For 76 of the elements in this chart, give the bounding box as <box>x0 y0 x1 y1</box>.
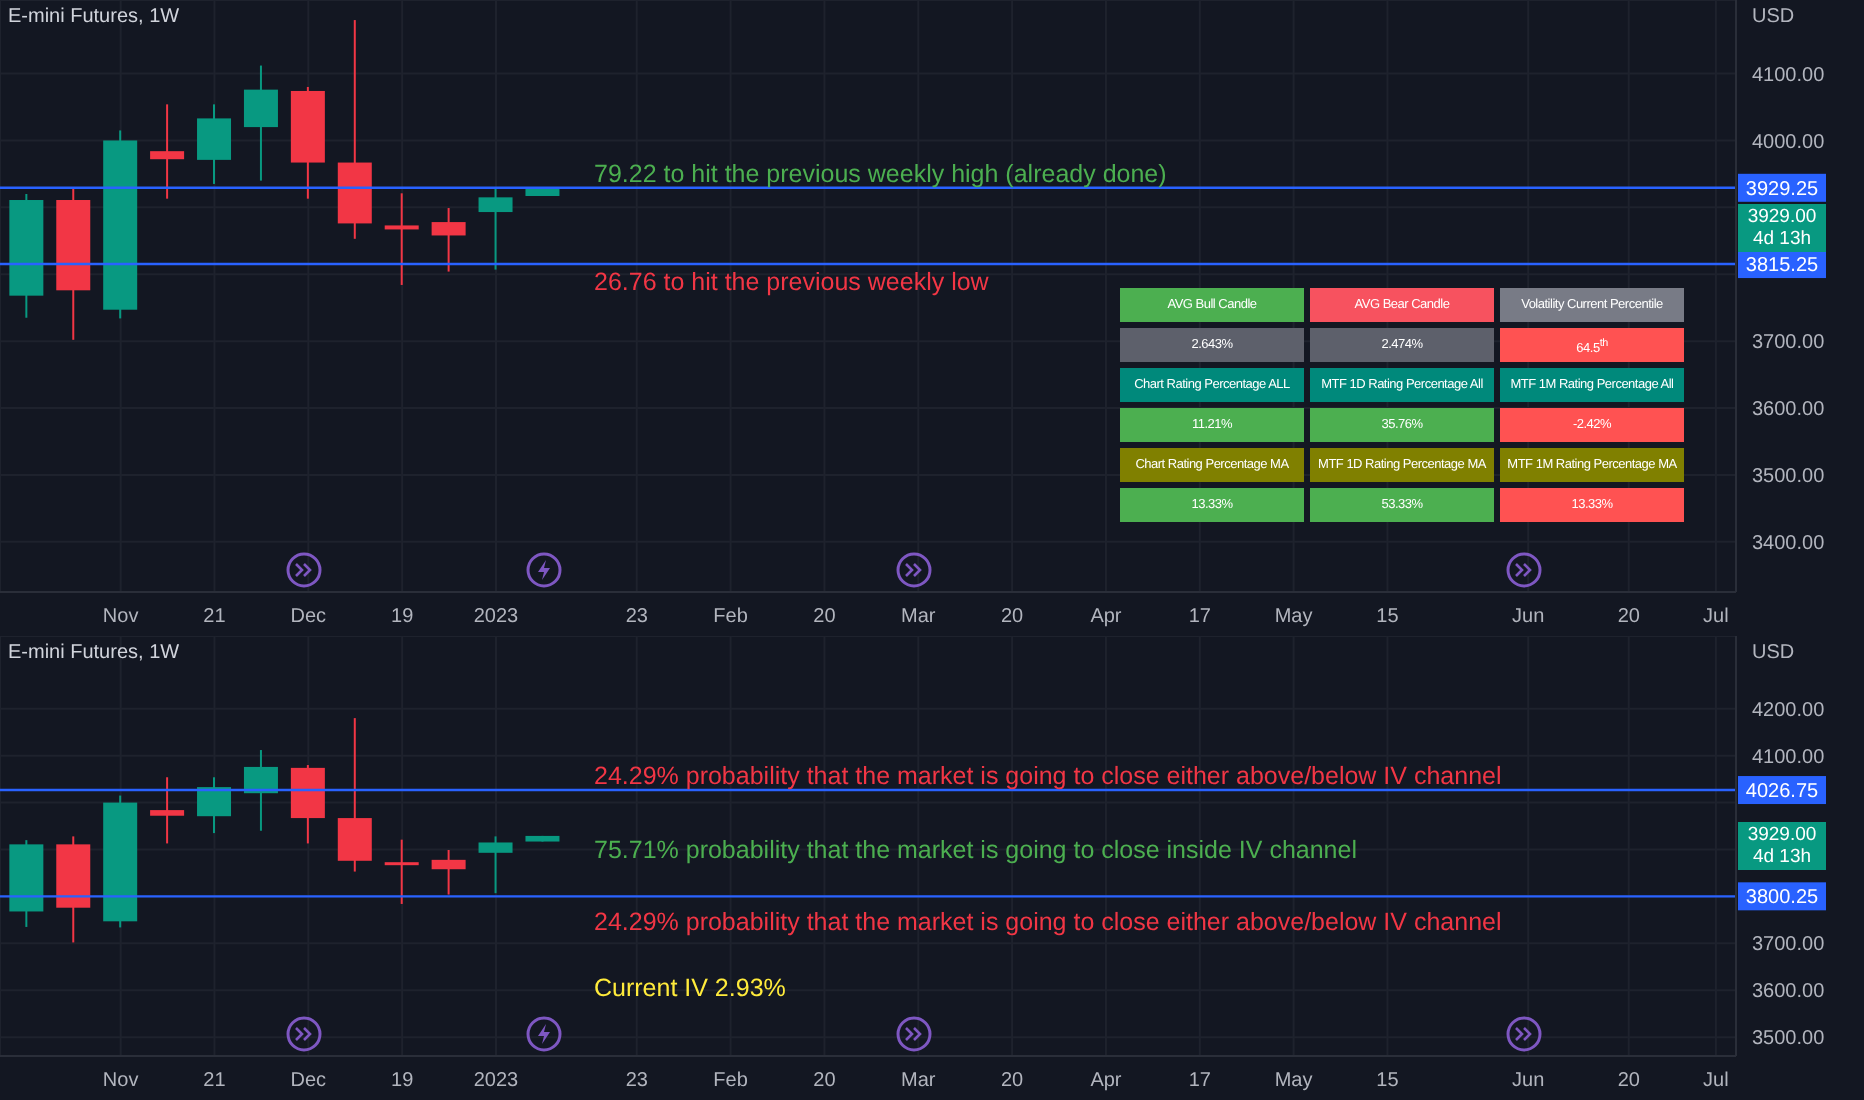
x-tick-label: Dec <box>290 1070 327 1093</box>
x-tick-label: Mar <box>901 606 937 629</box>
x-tick-label: 19 <box>391 1070 415 1093</box>
x-tick-label: 17 <box>1188 606 1212 629</box>
y-axis-title: USD <box>1752 642 1795 664</box>
y-tick-label: 3400.00 <box>1752 532 1826 555</box>
annotation: 79.22 to hit the previous weekly high (already done) <box>594 158 1167 192</box>
y-tick-label: 3700.00 <box>1752 332 1826 355</box>
candlestick <box>431 207 466 273</box>
candlestick <box>197 103 232 185</box>
y-tick-label: 4200.00 <box>1752 699 1826 722</box>
x-tick-label: Nov <box>102 606 139 629</box>
x-tick-label: 2023 <box>473 606 520 629</box>
candlestick <box>478 187 513 271</box>
text: 3929.00 <box>1745 823 1819 846</box>
annotation: 24.29% probability that the market is going to close either above/below IV channel <box>594 906 1502 940</box>
x-tick-label: 21 <box>203 606 227 629</box>
y-tick-label: 3600.00 <box>1752 399 1826 422</box>
candlestick <box>384 838 419 905</box>
x-tick-label: Feb <box>713 1070 749 1093</box>
annotation: 75.71% probability that the market is going to close inside IV channel <box>594 834 1357 868</box>
x-tick-label: 21 <box>203 1070 227 1093</box>
ref-line-label: 4026.75 <box>1745 781 1820 804</box>
candlestick <box>337 717 372 873</box>
y-tick-label: 3500.00 <box>1752 466 1826 489</box>
candlestick <box>431 848 466 896</box>
x-tick-label: Apr <box>1090 1070 1123 1093</box>
x-tick-label: 23 <box>625 1070 649 1093</box>
x-tick-label: Nov <box>102 1070 139 1093</box>
y-tick-label: 4000.00 <box>1752 131 1826 154</box>
annotation: 26.76 to hit the previous weekly low <box>594 266 989 300</box>
x-tick-label: 20 <box>813 1070 837 1093</box>
y-tick-label: 4100.00 <box>1752 64 1826 87</box>
annotation: Current IV 2.93% <box>594 972 786 1006</box>
x-tick-label: 19 <box>391 606 415 629</box>
x-tick-label: Jul <box>1703 1070 1729 1093</box>
x-tick-label: Jun <box>1512 1070 1545 1093</box>
x-tick-label: May <box>1274 1070 1313 1093</box>
annotation: 24.29% probability that the market is going to close either above/below IV channel <box>594 760 1502 794</box>
x-tick-label: May <box>1274 606 1313 629</box>
x-tick-label: 20 <box>1000 606 1025 629</box>
x-tick-label: Jul <box>1703 606 1729 629</box>
x-tick-label: 15 <box>1376 606 1400 629</box>
y-tick-label: 3700.00 <box>1752 934 1826 957</box>
y-tick-label: 3600.00 <box>1752 981 1826 1004</box>
x-tick-label: 15 <box>1376 1070 1400 1093</box>
chart-title: E-mini Futures, 1W <box>8 642 180 664</box>
x-tick-label: 23 <box>625 606 649 629</box>
x-tick-label: 2023 <box>473 1070 520 1093</box>
y-tick-label: 4100.00 <box>1752 746 1826 769</box>
x-tick-label: 20 <box>1000 1070 1025 1093</box>
ref-line-label: 3929.25 <box>1745 178 1820 201</box>
y-axis-title: USD <box>1752 6 1795 28</box>
x-tick-label: 20 <box>813 606 837 629</box>
text: 3929.00 <box>1745 205 1819 228</box>
x-tick-label: Feb <box>713 606 749 629</box>
x-tick-label: 20 <box>1617 606 1641 629</box>
candlestick <box>197 776 232 835</box>
x-tick-label: Jun <box>1512 606 1545 629</box>
text: 4d 13h <box>1750 845 1814 868</box>
candlestick <box>384 192 419 286</box>
y-tick-label: 3500.00 <box>1752 1028 1826 1051</box>
candlestick <box>150 776 185 845</box>
chart-title: E-mini Futures, 1W <box>8 6 180 28</box>
ref-line-label: 3815.25 <box>1745 255 1820 278</box>
x-tick-label: Dec <box>290 606 327 629</box>
text: 4d 13h <box>1750 227 1814 250</box>
candlestick <box>478 835 513 895</box>
ref-line-label: 3800.25 <box>1745 887 1820 910</box>
candlestick <box>243 749 278 832</box>
x-tick-label: 20 <box>1617 1070 1641 1093</box>
x-tick-label: Mar <box>901 1070 937 1093</box>
x-tick-label: 17 <box>1188 1070 1212 1093</box>
candlestick <box>243 64 278 182</box>
x-tick-label: Apr <box>1090 606 1123 629</box>
candlestick <box>150 103 185 200</box>
